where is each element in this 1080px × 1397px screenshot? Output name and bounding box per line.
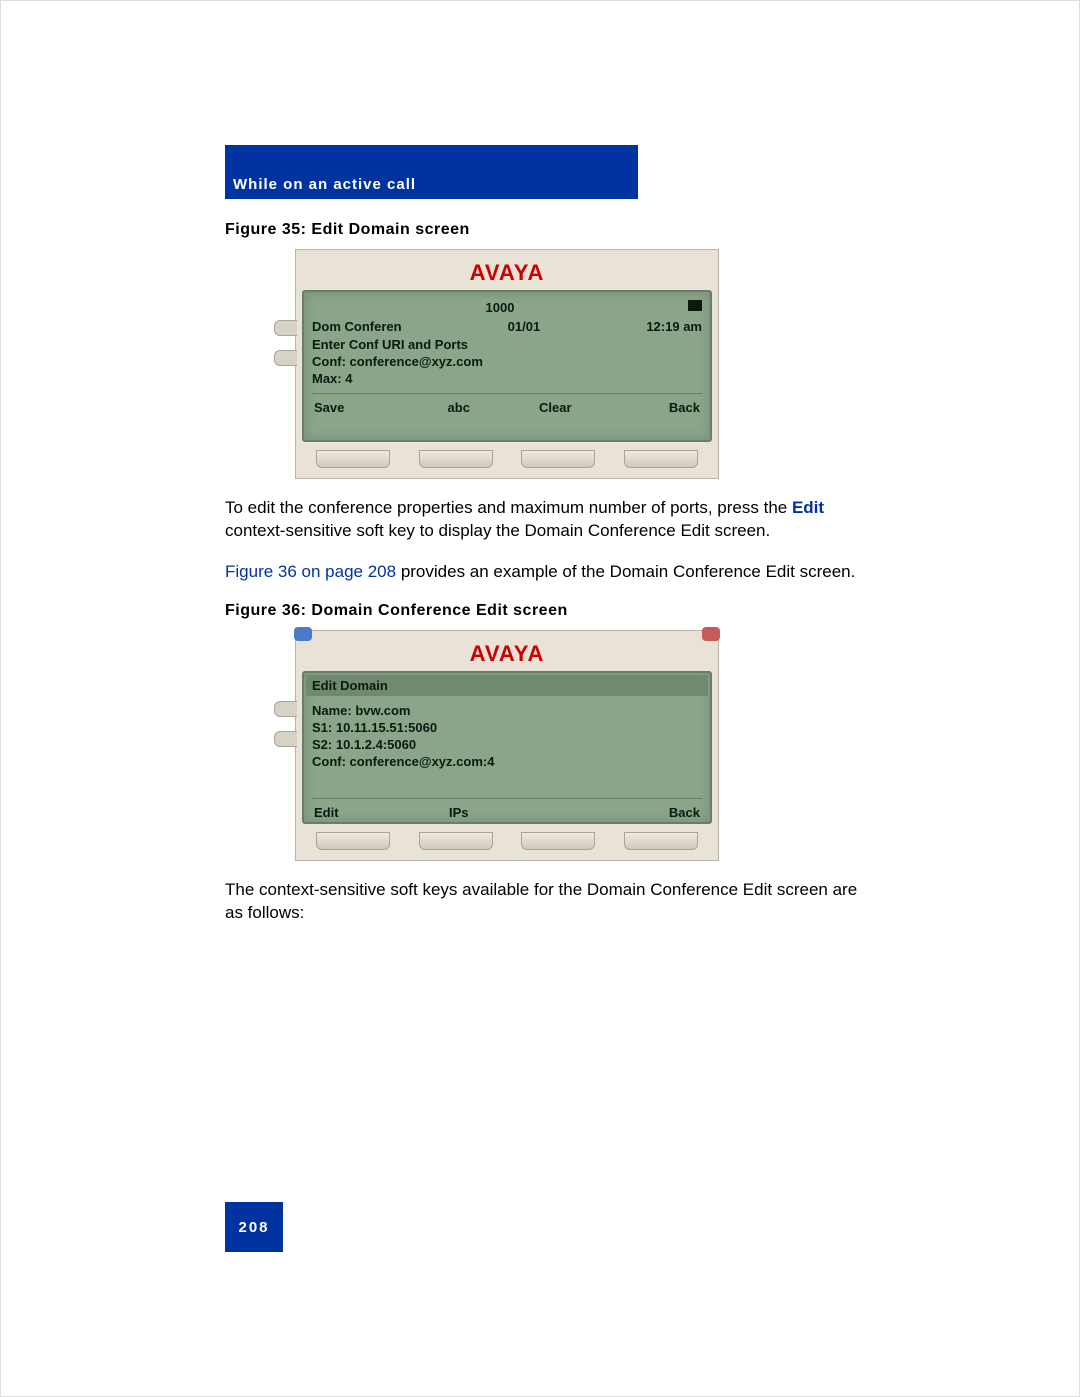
phone-bezel-top: AVAYA xyxy=(302,256,712,290)
lcd-date: 01/01 xyxy=(508,319,541,334)
section-header: While on an active call xyxy=(225,145,638,199)
figure-35-caption: Figure 35: Edit Domain screen xyxy=(225,221,865,239)
lcd-domain-name: Name: bvw.com xyxy=(312,702,702,719)
lcd-server-2: S2: 10.1.2.4:5060 xyxy=(312,736,702,753)
lcd-spacer xyxy=(312,770,702,792)
figure-36-caption: Figure 36: Domain Conference Edit screen xyxy=(225,602,865,620)
page-number: 208 xyxy=(225,1202,283,1252)
lcd-server-1: S1: 10.11.15.51:5060 xyxy=(312,719,702,736)
side-button[interactable] xyxy=(274,320,297,336)
lcd-conf-line: Conf: conference@xyz.com:4 xyxy=(312,753,702,770)
lcd-title-bar: Edit Domain xyxy=(306,675,708,696)
edit-keyword: Edit xyxy=(792,498,824,517)
lcd-prompt: Enter Conf URI and Ports xyxy=(312,336,702,353)
lcd-extension: 1000 xyxy=(486,300,515,315)
figure-36-crossref[interactable]: Figure 36 on page 208 xyxy=(225,562,396,581)
avaya-logo: AVAYA xyxy=(470,260,545,286)
softkey-blank-label xyxy=(507,805,604,820)
softkey-buttons-row xyxy=(302,832,712,850)
side-button[interactable] xyxy=(274,701,297,717)
page-content: Figure 35: Edit Domain screen AVAYA 1000… xyxy=(225,215,865,943)
para1-part2: context-sensitive soft key to display th… xyxy=(225,521,770,540)
lcd-status-row: 1000 xyxy=(312,298,702,317)
side-button[interactable] xyxy=(274,731,297,747)
lcd-max-ports: Max: 4 xyxy=(312,370,702,387)
softkey-button-3[interactable] xyxy=(521,832,595,850)
document-page: While on an active call Figure 35: Edit … xyxy=(0,0,1080,1397)
figure-35-phone: AVAYA 1000 Dom Conferen 01/01 12:19 am E… xyxy=(295,249,719,479)
softkey-back-label: Back xyxy=(604,400,701,415)
softkey-labels: Save abc Clear Back xyxy=(312,393,702,415)
lcd-time: 12:19 am xyxy=(646,319,702,334)
softkey-edit-label: Edit xyxy=(314,805,411,820)
paragraph-3: The context-sensitive soft keys availabl… xyxy=(225,879,865,925)
softkey-clear-label: Clear xyxy=(507,400,604,415)
para2-rest: provides an example of the Domain Confer… xyxy=(396,562,855,581)
softkey-button-1[interactable] xyxy=(316,832,390,850)
lcd-screen: 1000 Dom Conferen 01/01 12:19 am Enter C… xyxy=(302,290,712,442)
lcd-screen-name: Dom Conferen xyxy=(312,319,402,334)
softkey-button-4[interactable] xyxy=(624,450,698,468)
softkey-buttons-row xyxy=(302,450,712,468)
paragraph-2: Figure 36 on page 208 provides an exampl… xyxy=(225,561,865,584)
para1-part1: To edit the conference properties and ma… xyxy=(225,498,792,517)
paragraph-1: To edit the conference properties and ma… xyxy=(225,497,865,543)
lcd-info-row: Dom Conferen 01/01 12:19 am xyxy=(312,317,702,336)
softkey-button-3[interactable] xyxy=(521,450,595,468)
phone-bezel-top: AVAYA xyxy=(302,637,712,671)
softkey-labels: Edit IPs Back xyxy=(312,798,702,820)
softkey-button-4[interactable] xyxy=(624,832,698,850)
softkey-save-label: Save xyxy=(314,400,411,415)
avaya-logo: AVAYA xyxy=(470,641,545,667)
phone-icon xyxy=(688,300,702,311)
side-button[interactable] xyxy=(274,350,297,366)
softkey-button-2[interactable] xyxy=(419,450,493,468)
lcd-conf-uri: Conf: conference@xyz.com xyxy=(312,353,702,370)
section-title: While on an active call xyxy=(233,176,416,193)
figure-36-phone: AVAYA Edit Domain Name: bvw.com S1: 10.1… xyxy=(295,630,719,861)
softkey-ips-label: IPs xyxy=(411,805,508,820)
softkey-back-label: Back xyxy=(604,805,701,820)
softkey-abc-label: abc xyxy=(411,400,508,415)
page-number-text: 208 xyxy=(238,1219,269,1236)
lcd-screen: Edit Domain Name: bvw.com S1: 10.11.15.5… xyxy=(302,671,712,824)
softkey-button-2[interactable] xyxy=(419,832,493,850)
softkey-button-1[interactable] xyxy=(316,450,390,468)
